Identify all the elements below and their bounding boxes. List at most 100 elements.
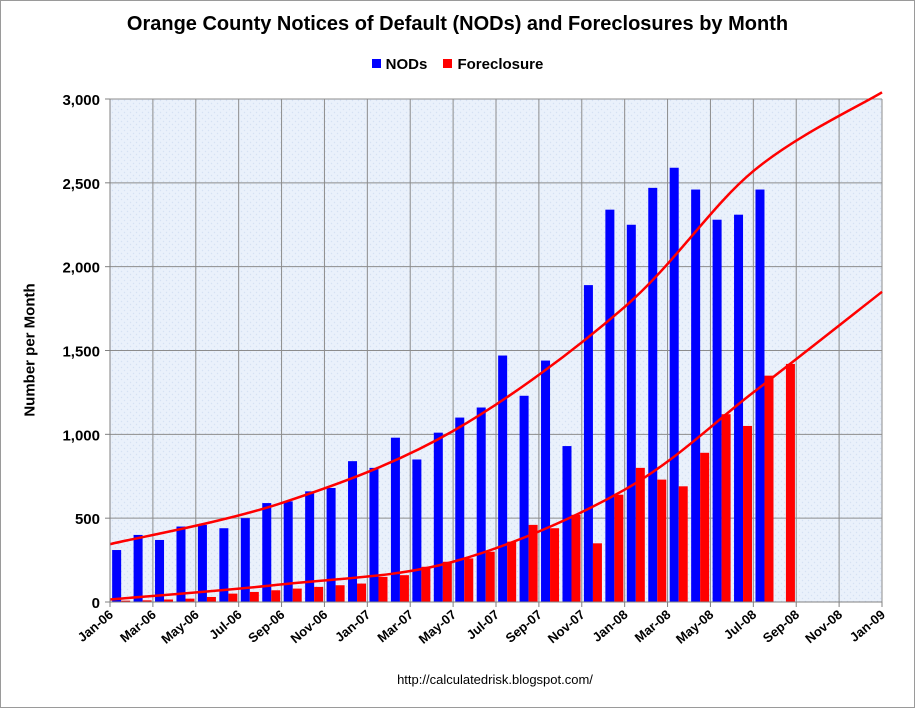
- x-tick-label-1: Mar-06: [117, 607, 159, 645]
- bar-foreclosure-Apr-06: [185, 598, 195, 602]
- bar-foreclosure-Sep-06: [292, 588, 302, 602]
- bar-nods-Jun-07: [476, 407, 486, 602]
- bar-foreclosure-Apr-08: [700, 452, 710, 602]
- x-tick-label-9: Jul-07: [464, 607, 502, 643]
- bar-foreclosure-Feb-08: [657, 479, 667, 602]
- legend-item-nods: NODs: [371, 56, 428, 73]
- bar-foreclosure-Jul-08: [764, 375, 774, 602]
- y-tick-label-4: 2,000: [62, 260, 100, 277]
- bar-nods-Jan-08: [626, 224, 636, 602]
- bar-nods-Jun-06: [219, 528, 229, 602]
- legend-swatch-nods: [371, 59, 381, 68]
- bar-nods-May-06: [197, 524, 207, 602]
- x-tick-label-4: Sep-06: [245, 607, 287, 646]
- bar-nods-Feb-08: [648, 187, 658, 602]
- bar-foreclosure-Aug-08: [785, 363, 795, 602]
- bar-foreclosure-May-07: [464, 558, 474, 602]
- bar-foreclosure-Dec-07: [614, 494, 624, 602]
- bar-foreclosure-Aug-07: [528, 524, 538, 602]
- x-tick-label-13: Mar-08: [632, 607, 674, 645]
- x-tick-label-18: Jan-09: [847, 607, 888, 645]
- y-tick-label-1: 500: [75, 511, 100, 528]
- y-tick-label-5: 2,500: [62, 176, 100, 193]
- x-tick-label-7: Mar-07: [374, 607, 416, 645]
- bar-nods-Apr-08: [691, 189, 701, 603]
- x-tick-label-6: Jan-07: [332, 607, 373, 645]
- legend: NODs Foreclosure: [0, 56, 915, 73]
- x-tick-label-2: May-06: [158, 607, 201, 647]
- legend-label-foreclosure: Foreclosure: [457, 56, 544, 73]
- bar-nods-May-07: [455, 417, 465, 602]
- bar-nods-Aug-06: [262, 503, 272, 602]
- bar-nods-May-08: [712, 219, 722, 602]
- x-tick-label-11: Nov-07: [545, 607, 588, 646]
- legend-label-nods: NODs: [385, 56, 428, 73]
- bar-nods-Mar-06: [155, 539, 165, 602]
- x-tick-label-17: Nov-08: [802, 607, 845, 646]
- x-tick-label-0: Jan-06: [75, 607, 116, 645]
- bar-nods-Jul-06: [240, 518, 250, 602]
- bar-nods-Mar-08: [669, 167, 679, 602]
- bar-nods-Nov-06: [326, 487, 336, 602]
- y-tick-label-3: 1,500: [62, 344, 100, 361]
- x-tick-label-8: May-07: [416, 607, 459, 647]
- bar-nods-Oct-07: [562, 446, 572, 602]
- bar-foreclosure-Mar-07: [421, 566, 431, 602]
- legend-swatch-foreclosure: [443, 59, 453, 68]
- bar-foreclosure-Jun-08: [743, 425, 753, 602]
- bar-foreclosure-Jan-06: [121, 600, 131, 602]
- bar-nods-Jan-07: [369, 467, 379, 602]
- y-tick-label-0: 0: [92, 595, 100, 612]
- bar-nods-Feb-06: [133, 534, 143, 602]
- source-url: http://calculatedrisk.blogspot.com/: [397, 672, 593, 687]
- x-tick-label-3: Jul-06: [206, 607, 244, 643]
- bar-foreclosure-Mar-06: [164, 599, 174, 602]
- bar-nods-Sep-07: [541, 360, 551, 602]
- bar-nods-Jul-08: [755, 189, 765, 603]
- bar-nods-Jan-06: [112, 550, 122, 602]
- bar-nods-Oct-06: [305, 491, 315, 602]
- x-tick-label-14: May-08: [673, 607, 716, 647]
- bar-nods-Jun-08: [734, 214, 744, 602]
- x-tick-label-12: Jan-08: [589, 607, 630, 645]
- trendline-0: [109, 91, 883, 546]
- bar-foreclosure-Jul-06: [249, 591, 259, 602]
- bar-foreclosure-Jan-07: [378, 576, 388, 602]
- bar-nods-Sep-06: [283, 501, 293, 602]
- chart-title: Orange County Notices of Default (NODs) …: [126, 13, 789, 35]
- bar-foreclosure-Apr-07: [442, 561, 452, 602]
- bar-nods-Dec-07: [605, 209, 615, 602]
- bar-nods-Mar-07: [412, 459, 422, 602]
- bar-foreclosure-Oct-07: [571, 514, 581, 602]
- bar-foreclosure-Jun-06: [228, 593, 238, 602]
- bar-foreclosure-Nov-07: [592, 543, 602, 602]
- x-tick-label-10: Sep-07: [503, 607, 545, 646]
- bar-foreclosure-Aug-06: [271, 590, 281, 602]
- bar-foreclosure-May-06: [206, 596, 216, 602]
- legend-item-foreclosure: Foreclosure: [443, 56, 543, 73]
- x-tick-label-5: Nov-06: [288, 607, 331, 646]
- bar-nods-Dec-06: [348, 461, 358, 602]
- bar-foreclosure-Jun-07: [485, 551, 495, 602]
- bar-foreclosure-May-08: [721, 414, 731, 602]
- bar-foreclosure-Dec-06: [357, 583, 367, 602]
- x-tick-label-15: Jul-08: [721, 607, 759, 643]
- trendline-1: [109, 290, 883, 601]
- bar-foreclosure-Nov-06: [335, 585, 345, 602]
- y-tick-label-2: 1,000: [62, 427, 100, 444]
- bar-foreclosure-Feb-06: [142, 600, 152, 602]
- x-tick-label-16: Sep-08: [760, 607, 802, 646]
- bar-foreclosure-Sep-07: [550, 528, 560, 602]
- bar-nods-Apr-06: [176, 526, 186, 602]
- bar-nods-Nov-07: [583, 285, 593, 602]
- bar-nods-Feb-07: [390, 437, 400, 602]
- bar-foreclosure-Oct-06: [314, 586, 324, 602]
- bar-foreclosure-Mar-08: [678, 486, 688, 602]
- y-tick-label-6: 3,000: [62, 92, 100, 109]
- bar-foreclosure-Jul-07: [507, 541, 517, 602]
- bar-foreclosure-Jan-08: [635, 467, 645, 602]
- bar-nods-Jul-07: [498, 355, 508, 602]
- bar-nods-Apr-07: [433, 432, 443, 602]
- bar-nods-Aug-07: [519, 395, 529, 602]
